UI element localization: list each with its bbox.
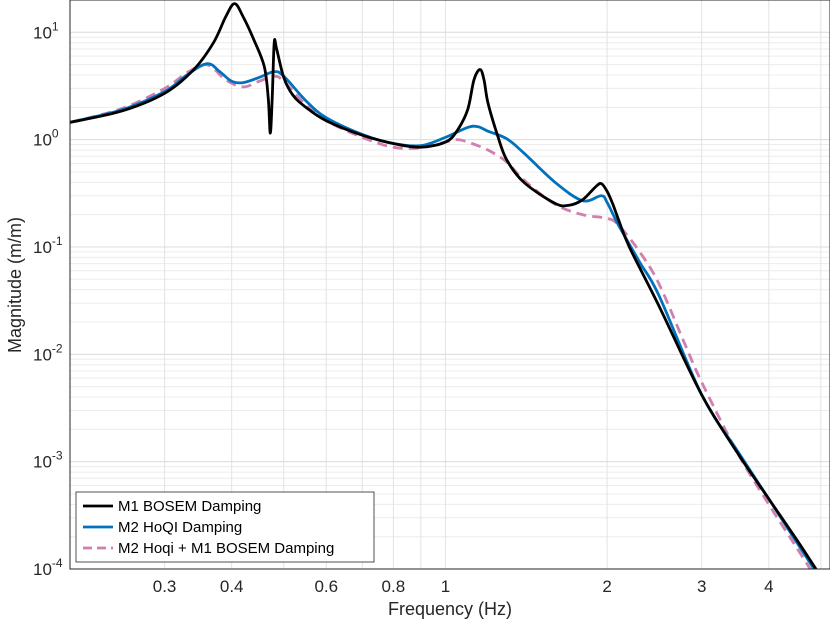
legend-label-m2-hoqi: M2 HoQI Damping: [118, 519, 242, 536]
y-tick-label: 10-4: [33, 556, 63, 579]
legend-box: [75, 491, 375, 563]
x-tick-label: 4: [764, 577, 773, 596]
y-axis-label: Magnitude (m/m): [5, 217, 25, 353]
x-tick-label: 0.4: [220, 577, 244, 596]
legend-label-m2-hoqi-m1-bosem: M2 Hoqi + M1 BOSEM Damping: [118, 540, 334, 557]
series-line-m2-hoqi: [70, 62, 816, 569]
plot-background: [70, 0, 830, 569]
major-grid: [70, 0, 830, 569]
y-tick-labels: 101 100 10-1 10-2 10-3 10-4: [33, 19, 63, 579]
y-tick-label: 10-3: [33, 449, 63, 472]
x-tick-label: 0.8: [382, 577, 406, 596]
legend: M1 BOSEM Damping M2 HoQI Damping M2 Hoqi…: [75, 491, 375, 563]
x-tick-label: 0.6: [314, 577, 338, 596]
series-line-m2-hoqi-m1-bosem: [70, 63, 812, 569]
x-tick-label: 3: [697, 577, 706, 596]
x-tick-label: 0.3: [153, 577, 177, 596]
series-line-m1-bosem: [70, 2, 818, 569]
y-tick-label: 101: [33, 19, 59, 42]
legend-label-m1-bosem: M1 BOSEM Damping: [118, 498, 261, 515]
minor-grid: [70, 36, 830, 538]
x-tick-label: 1: [441, 577, 450, 596]
x-tick-label: 2: [602, 577, 611, 596]
y-tick-label: 100: [33, 127, 59, 150]
y-tick-label: 10-1: [33, 234, 63, 257]
plot-frame: [69, 0, 830, 570]
x-axis-label: Frequency (Hz): [388, 599, 512, 619]
y-tick-label: 10-2: [33, 341, 63, 364]
series-layer: [70, 2, 818, 569]
x-tick-labels: 0.3 0.4 0.6 0.8 1 2 3 4: [153, 577, 774, 596]
